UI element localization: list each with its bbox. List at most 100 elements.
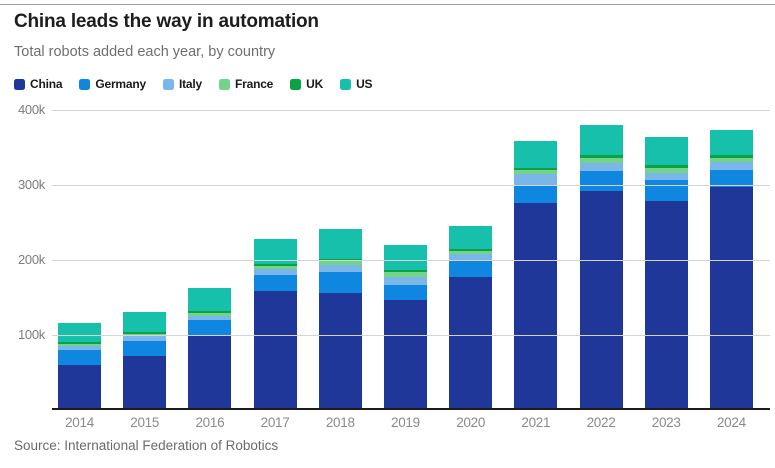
bar-segment-2019-germany xyxy=(383,285,427,300)
legend-swatch-china xyxy=(14,78,25,90)
bar-segment-2022-china xyxy=(579,190,623,408)
bar-segment-2014-italy xyxy=(58,345,101,351)
bar-segment-2023-uk xyxy=(644,165,688,168)
bar-segment-2017-germany xyxy=(253,275,297,291)
legend-item-uk: UK xyxy=(290,77,323,91)
bar-segment-2021-germany xyxy=(514,184,558,203)
bar-column-2021: 2021 xyxy=(514,141,558,430)
bar-2015 xyxy=(123,312,167,408)
bar-segment-2018-us xyxy=(318,228,362,259)
legend-swatch-us xyxy=(340,78,352,90)
bar-segment-2021-uk xyxy=(514,168,558,170)
bar-segment-2024-france xyxy=(709,157,753,162)
bar-segment-2019-france xyxy=(383,271,427,277)
bar-2014 xyxy=(58,322,101,408)
bar-segment-2015-china xyxy=(123,356,167,408)
bar-segment-2017-france xyxy=(253,265,297,270)
legend-label: Italy xyxy=(178,77,202,91)
bar-segment-2014-us xyxy=(58,322,101,342)
bar-segment-2014-china xyxy=(58,365,101,408)
bar-segment-2015-us xyxy=(123,312,167,333)
legend-item-germany: Germany xyxy=(79,77,146,91)
bar-column-2017: 2017 xyxy=(253,239,297,430)
bar-2017 xyxy=(253,239,297,408)
bar-segment-2014-france xyxy=(58,343,101,346)
bar-segment-2024-china xyxy=(709,186,753,408)
bar-segment-2022-france xyxy=(579,157,623,163)
bar-segment-2024-italy xyxy=(709,162,753,170)
bar-segment-2016-china xyxy=(188,335,232,408)
y-axis-tick-200k: 200k xyxy=(18,252,45,267)
bar-segment-2020-italy xyxy=(449,254,493,261)
bar-segment-2017-china xyxy=(253,291,297,408)
bar-column-2015: 2015 xyxy=(123,312,167,430)
bar-segment-2018-france xyxy=(318,260,362,265)
gridline-400k xyxy=(52,110,770,111)
bar-column-2023: 2023 xyxy=(644,136,688,430)
bar-segment-2016-uk xyxy=(188,311,232,313)
bar-segment-2015-italy xyxy=(123,336,167,342)
bar-segment-2021-italy xyxy=(514,174,558,185)
bar-segment-2015-france xyxy=(123,333,167,336)
bar-segment-2020-france xyxy=(449,250,493,255)
legend-item-france: France xyxy=(219,77,273,91)
bar-segment-2014-germany xyxy=(58,350,101,366)
legend-swatch-france xyxy=(219,78,230,90)
bar-column-2016: 2016 xyxy=(188,288,232,430)
bar-segment-2024-us xyxy=(709,129,753,156)
bar-segment-2024-uk xyxy=(709,155,753,158)
bar-segment-2019-us xyxy=(383,244,427,270)
bar-segment-2016-italy xyxy=(188,315,232,321)
x-axis-tick-2024: 2024 xyxy=(716,415,746,430)
legend-label: China xyxy=(30,77,63,91)
bar-2019 xyxy=(383,244,427,408)
legend-label: UK xyxy=(306,77,324,91)
bar-segment-2020-germany xyxy=(449,260,493,277)
bar-segment-2016-us xyxy=(188,288,232,312)
bar-segment-2023-france xyxy=(644,168,688,173)
gridline-300k xyxy=(52,185,770,186)
gridline-200k xyxy=(52,260,770,261)
bar-segment-2017-italy xyxy=(253,269,297,276)
bar-segment-2020-china xyxy=(449,276,493,408)
bar-2021 xyxy=(514,141,558,408)
bar-column-2018: 2018 xyxy=(318,228,362,430)
bar-segment-2018-italy xyxy=(318,264,362,273)
stacked-bar-chart: 2014 2015 2016 2017 2018 2019 2020 2021 2022 2023… xyxy=(0,102,775,450)
bar-segment-2021-france xyxy=(514,169,558,174)
bar-segment-2022-germany xyxy=(579,171,623,191)
plot-area: 2014 2015 2016 2017 2018 2019 2020 2021 2022 2023… xyxy=(52,110,770,430)
bar-segment-2016-germany xyxy=(188,320,232,336)
bar-segment-2014-uk xyxy=(58,342,101,344)
gridline-100k xyxy=(52,335,770,336)
bar-column-2019: 2019 xyxy=(383,244,427,430)
x-axis-tick-2016: 2016 xyxy=(195,415,225,430)
bar-segment-2019-china xyxy=(383,300,427,408)
bar-segment-2021-china xyxy=(514,202,558,408)
bar-2020 xyxy=(449,225,493,408)
bar-segment-2023-germany xyxy=(644,180,688,201)
bar-2022 xyxy=(579,125,623,408)
bar-segment-2022-uk xyxy=(579,155,623,158)
bar-segment-2018-uk xyxy=(318,258,362,261)
bar-segment-2022-us xyxy=(579,125,623,156)
bar-segment-2021-us xyxy=(514,141,558,168)
y-axis-tick-300k: 300k xyxy=(18,177,45,192)
bar-segment-2023-italy xyxy=(644,172,688,180)
x-axis-tick-2015: 2015 xyxy=(130,415,160,430)
bar-2018 xyxy=(318,228,362,408)
bar-segment-2020-uk xyxy=(449,249,493,251)
x-axis-tick-2023: 2023 xyxy=(651,415,681,430)
legend-swatch-uk xyxy=(290,78,302,90)
legend-item-italy: Italy xyxy=(162,77,202,91)
bar-segment-2018-china xyxy=(318,292,362,408)
page-title: China leads the way in automation xyxy=(14,11,319,32)
bar-segment-2023-us xyxy=(644,136,688,165)
bar-segment-2017-us xyxy=(253,239,297,264)
bar-2023 xyxy=(644,136,688,408)
legend-item-us: US xyxy=(340,77,373,91)
legend-swatch-germany xyxy=(79,78,91,90)
bar-segment-2015-germany xyxy=(123,341,167,357)
y-axis-tick-400k: 400k xyxy=(18,102,45,117)
